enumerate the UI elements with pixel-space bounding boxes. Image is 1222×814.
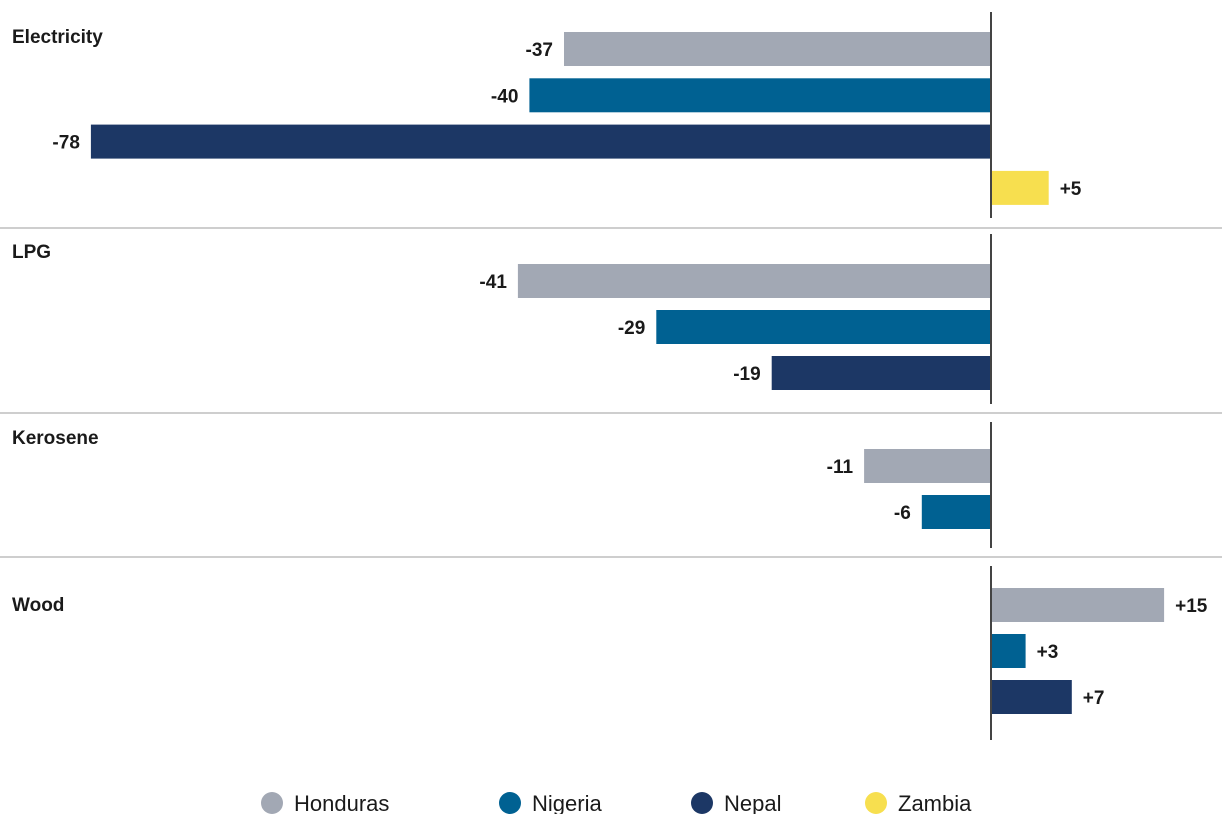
data-label: -40 [491,86,518,107]
bar [991,680,1072,714]
bar [564,32,991,66]
bar [991,170,1049,205]
legend-marker [499,792,521,814]
bar [90,124,991,159]
group-title: Kerosene [12,428,99,449]
data-label: -41 [479,272,507,293]
data-label: -6 [894,503,911,524]
group-title: Electricity [12,27,103,48]
data-label: -11 [827,457,854,478]
bar [517,264,991,298]
legend-label: Zambia [898,791,972,814]
legend-marker [261,792,283,814]
group-title: Wood [12,595,64,616]
data-label: -29 [618,318,645,339]
data-label: +3 [1037,642,1059,663]
bar [991,588,1165,622]
bar [864,449,991,483]
legend-marker [691,792,713,814]
legend-marker [865,792,887,814]
data-label: +7 [1083,688,1105,709]
bar [529,78,991,113]
data-label: +15 [1175,596,1208,617]
bar [991,634,1026,668]
data-label: -37 [526,40,553,61]
legend-label: Nigeria [532,791,602,814]
bar [921,495,991,529]
legend-label: Nepal [724,791,781,814]
data-label: -78 [52,133,79,154]
data-label: +5 [1060,179,1082,200]
legend-label: Honduras [294,791,389,814]
group-title: LPG [12,242,51,263]
bar [656,310,991,344]
bar [771,356,991,390]
data-label: -19 [733,364,760,385]
